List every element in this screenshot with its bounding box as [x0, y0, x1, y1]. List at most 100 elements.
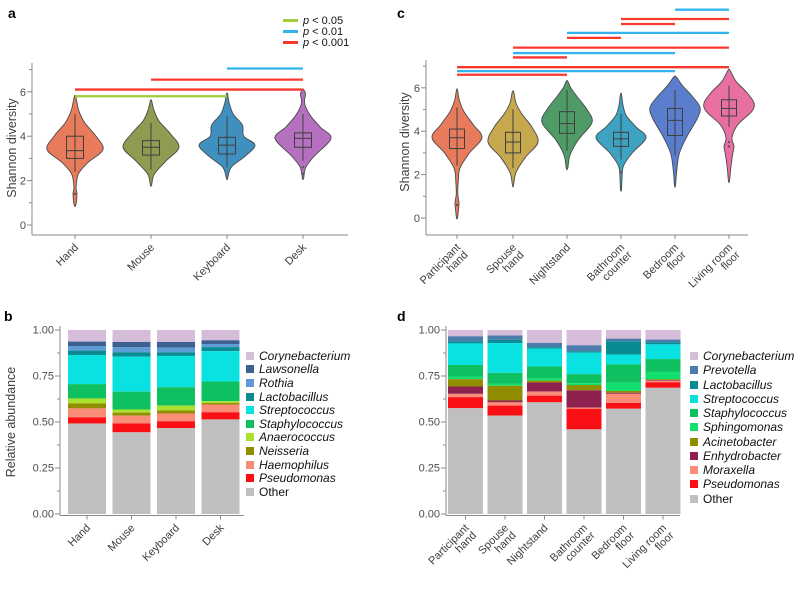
panel-letter-c: c: [397, 5, 405, 21]
x-category-label-participant-hand: Participanthand: [426, 522, 479, 575]
bar-segment-keyboard-haemophilus: [157, 413, 195, 422]
box-participant-hand: [449, 128, 465, 150]
bar-segment-spouse-hand-pseudomonas: [487, 405, 523, 416]
box-spouse-hand: [505, 131, 521, 154]
bar-segment-keyboard-rothia: [157, 347, 195, 353]
legend-color-swatch: [246, 406, 254, 415]
y-tick-label: 0.00: [33, 509, 54, 521]
outlier-dot: [73, 192, 77, 196]
y-tick-label: 2: [414, 170, 420, 182]
legend-color-swatch: [690, 437, 698, 446]
legend-item-streptococcus: Streptococcus: [246, 403, 350, 417]
box-hand: [66, 135, 84, 159]
bar-segment-hand-lactobacillus: [68, 350, 106, 356]
legend-label: Acinetobacter: [703, 434, 777, 449]
legend-color-swatch: [246, 351, 254, 360]
bar-segment-desk-pseudomonas: [201, 412, 240, 420]
bar-segment-keyboard-pseudomonas: [157, 421, 195, 429]
bar-segment-keyboard-streptococcus: [157, 355, 195, 388]
bar-segment-keyboard-other: [157, 428, 195, 514]
legend-color-swatch: [690, 366, 698, 375]
bar-segment-mouse-anaerococcus: [112, 409, 151, 413]
bar-segment-hand-anaerococcus: [68, 398, 106, 404]
x-category-label-nightstand: Nightstand: [527, 242, 573, 288]
bar-segment-participant-hand-prevotella: [448, 336, 483, 342]
bar-segment-bedroom-floor-streptococcus: [606, 354, 641, 365]
y-axis-title-b: Relative abundance: [4, 367, 18, 478]
box-nightstand: [559, 111, 575, 134]
legend-color-swatch: [246, 433, 254, 442]
legend-label: Lawsonella: [259, 362, 320, 377]
legend-item-anaerococcus: Anaerococcus: [246, 430, 350, 445]
taxa-legend-d: Corynebacterium Prevotella Lactobacillus St…: [690, 349, 794, 506]
bar-segment-mouse-corynebacterium: [112, 330, 151, 342]
bar-segment-nightstand-other: [527, 402, 562, 514]
bar-segment-living-room-floor-staphylococcus: [645, 359, 681, 372]
panel-c-plot: 0 2 4 6 Participanthand Spousehand Nightstand B…: [414, 8, 755, 290]
legend-label: p < 0.05: [303, 14, 344, 27]
legend-item-haemophilus: Haemophilus: [246, 458, 350, 472]
bar-segment-hand-staphylococcus: [68, 384, 106, 399]
panel-letter-a: a: [8, 5, 16, 21]
legend-label: Pseudomonas: [703, 477, 780, 492]
legend-item-lactobacillus: Lactobacillus: [246, 390, 350, 404]
legend-label: Anaerococcus: [259, 430, 336, 445]
legend-line-swatch: [283, 19, 298, 22]
outlier-dot: [727, 145, 731, 148]
legend-label: Staphylococcus: [703, 406, 788, 421]
bar-segment-hand-lawsonella: [68, 341, 106, 347]
bar-segment-participant-hand-streptococcus: [448, 343, 483, 365]
bar-segment-bedroom-floor-enhydrobacter: [606, 392, 641, 394]
bar-segment-keyboard-corynebacterium: [157, 330, 195, 342]
bar-segment-mouse-other: [112, 432, 151, 514]
bar-segment-mouse-streptococcus: [112, 356, 151, 392]
bar-segment-spouse-hand-enhydrobacter: [487, 400, 523, 403]
legend-item-corynebacterium: Corynebacterium: [246, 349, 350, 363]
x-category-label-bathroom-counter: Bathroomcounter: [548, 522, 598, 572]
legend-color-swatch: [690, 409, 698, 418]
bar-segment-participant-hand-staphylococcus: [448, 364, 483, 377]
bar-segment-living-room-floor-moraxella: [645, 380, 681, 383]
legend-label: Sphingomonas: [703, 420, 784, 435]
legend-label: p < 0.01: [303, 25, 344, 38]
bar-segment-spouse-hand-staphylococcus: [487, 372, 523, 384]
legend-item-lawsonella: Lawsonella: [246, 362, 350, 377]
bar-segment-bedroom-floor-moraxella: [606, 393, 641, 403]
box-keyboard: [218, 136, 236, 155]
bar-segment-mouse-lawsonella: [112, 341, 151, 348]
x-category-label-keyboard: Keyboard: [140, 522, 182, 564]
x-category-label-nightstand: Nightstand: [505, 522, 551, 568]
y-tick-label: 0: [20, 220, 26, 232]
box-desk: [294, 132, 312, 148]
legend-color-swatch: [690, 466, 698, 475]
legend-label: Haemophilus: [259, 457, 330, 472]
y-tick-label: 0.75: [33, 371, 54, 383]
bar-segment-living-room-floor-sphingomonas: [645, 371, 681, 380]
bar-segment-hand-neisseria: [68, 403, 106, 409]
bar-segment-spouse-hand-other: [487, 415, 523, 514]
bar-segment-desk-streptococcus: [201, 351, 240, 382]
bar-segment-desk-corynebacterium: [201, 330, 240, 341]
legend-label: Other: [703, 491, 734, 506]
bar-segment-bedroom-floor-staphylococcus: [606, 364, 641, 383]
x-category-label-mouse: Mouse: [125, 242, 157, 274]
bar-segment-hand-corynebacterium: [68, 330, 106, 342]
legend-label: Other: [259, 484, 290, 499]
y-tick-label: 2: [20, 176, 26, 188]
legend-label: Corynebacterium: [703, 349, 795, 364]
legend-color-swatch: [690, 494, 698, 503]
legend-item-other: Other: [690, 492, 794, 506]
legend-item-corynebacterium: Corynebacterium: [690, 349, 794, 363]
bar-segment-mouse-pseudomonas: [112, 423, 151, 433]
x-category-label-hand: Hand: [54, 242, 81, 269]
legend-color-swatch: [246, 378, 254, 387]
legend-label: Streptococcus: [259, 403, 336, 418]
legend-item-p-0-01: p < 0.01: [283, 25, 349, 38]
legend-item-rothia: Rothia: [246, 376, 350, 390]
bar-segment-desk-anaerococcus: [201, 401, 240, 404]
legend-color-swatch: [246, 487, 254, 496]
y-tick-label: 6: [20, 87, 26, 99]
bar-segment-living-room-floor-other: [645, 387, 681, 514]
pvalue-legend: p < 0.05 p < 0.01 p < 0.001: [283, 14, 349, 49]
